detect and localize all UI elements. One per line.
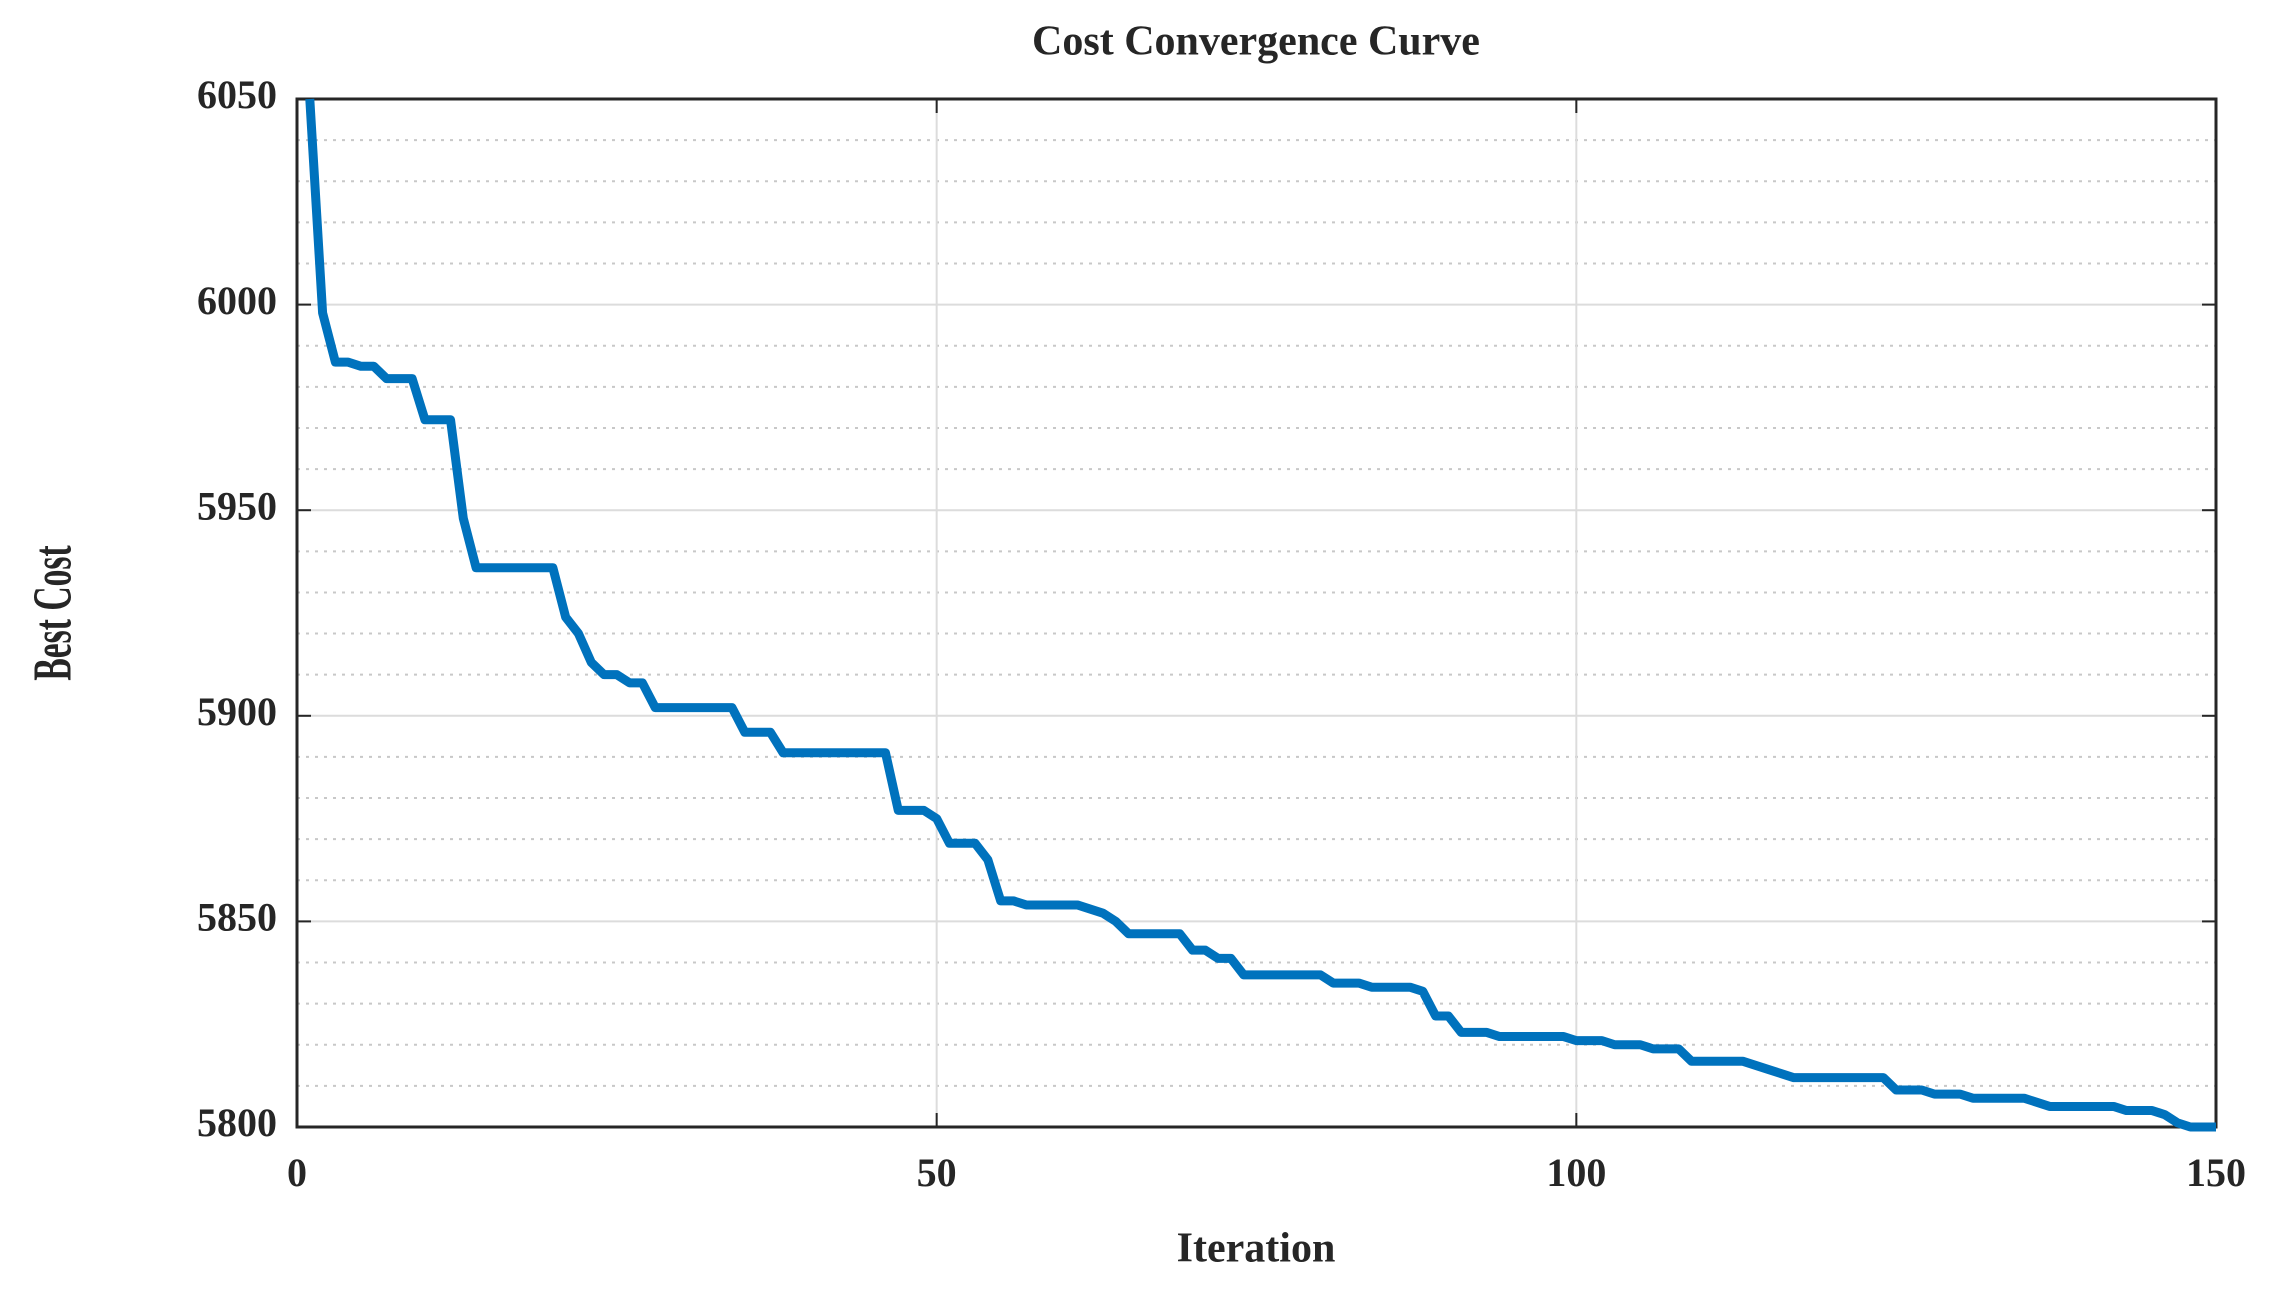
y-tick-label: 5800 [197,1100,277,1145]
x-tick-label: 150 [2186,1150,2246,1195]
plot-frame [295,97,2218,1129]
x-tick-label: 0 [287,1150,307,1195]
y-tick-label: 6050 [197,72,277,117]
y-tick-label: 5900 [197,689,277,734]
y-tick-label: 5850 [197,895,277,940]
x-axis-label: Iteration [1177,1226,1336,1272]
x-tick-label: 50 [917,1150,957,1195]
line [305,98,2216,1132]
y-axis-label: Best Cost [22,545,82,680]
x-tick-label: 100 [1546,1150,1606,1195]
chart-title: Cost Convergence Curve [1032,19,1480,65]
y-tick-label: 6000 [197,278,277,323]
y-tick-label: 5950 [197,483,277,528]
plot-area [297,99,2216,1127]
